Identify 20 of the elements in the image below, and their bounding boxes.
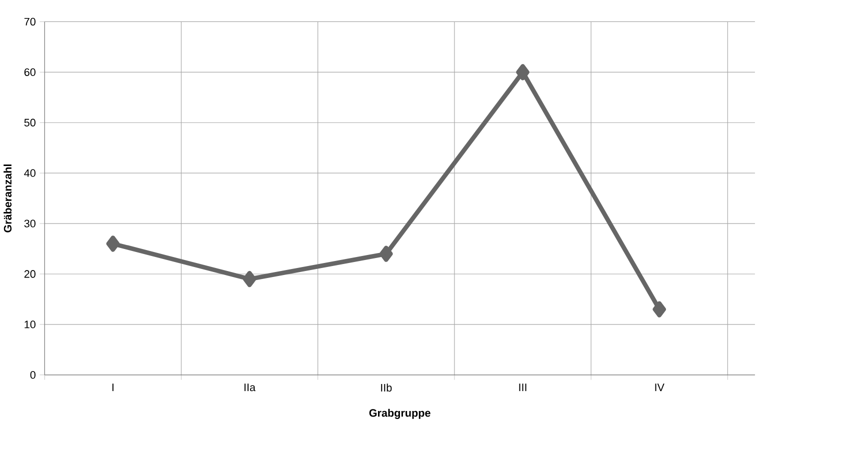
x-tick-label: IIb — [381, 384, 392, 392]
y-tick-label: 20 — [24, 270, 36, 278]
y-tick-label: 50 — [24, 118, 36, 127]
y-tick-label: 70 — [24, 18, 36, 26]
y-tick-label: 60 — [24, 68, 36, 76]
y-tick-label: 40 — [24, 169, 36, 178]
point — [106, 236, 120, 252]
point — [380, 246, 393, 262]
x-axis-title: Grabgruppe — [369, 408, 430, 420]
y-tick-label: 0 — [30, 371, 36, 379]
point — [652, 301, 666, 318]
point — [242, 271, 256, 288]
x-tick-label: IIa — [244, 384, 256, 392]
x-tick-label: III — [519, 384, 526, 392]
x-tick-label: IV — [655, 384, 664, 392]
point — [516, 64, 530, 80]
y-axis-title: Gräberanzahl — [4, 164, 12, 233]
y-tick-label: 10 — [24, 320, 36, 328]
y-tick-label: 30 — [24, 220, 36, 228]
x-tick-label: I — [112, 384, 114, 392]
